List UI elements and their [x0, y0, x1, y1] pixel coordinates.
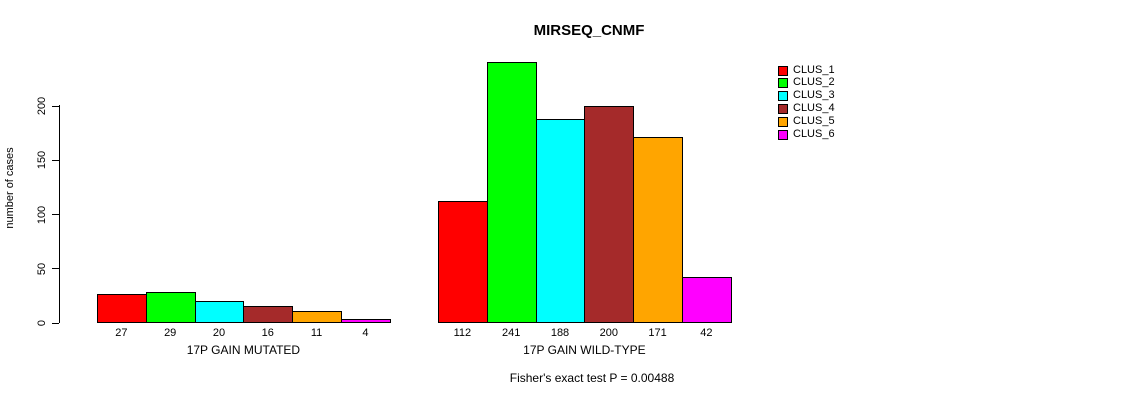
y-tick-label-50: 50	[36, 262, 48, 275]
legend-label-clus_6: CLUS_6	[793, 127, 835, 140]
bar-value-label: 16	[261, 327, 274, 339]
legend-swatch-clus_4	[778, 104, 788, 115]
bar-value-label: 29	[164, 327, 177, 339]
fisher-test-annotation: Fisher's exact test P = 0.00488	[509, 371, 675, 385]
bar-value-label: 20	[212, 327, 226, 339]
legend-label-clus_5: CLUS_5	[793, 114, 835, 127]
bar-clus_1-group2	[438, 201, 488, 323]
legend-swatch-clus_1	[778, 65, 788, 76]
legend-label-clus_1: CLUS_1	[793, 63, 835, 76]
bar-value-label: 171	[648, 327, 667, 339]
legend-label-clus_3: CLUS_3	[793, 89, 835, 102]
y-tick-mark-200	[52, 105, 59, 107]
bar-clus_3-group1	[195, 301, 244, 323]
y-tick-mark-150	[52, 159, 59, 161]
group-label-2: 17P GAIN WILD-TYPE	[523, 343, 646, 357]
legend-swatch-clus_5	[778, 116, 788, 127]
bar-value-label: 200	[599, 327, 618, 339]
legend-label-clus_2: CLUS_2	[793, 76, 835, 89]
legend-swatch-clus_2	[778, 78, 788, 89]
bar-value-label: 188	[550, 327, 570, 339]
y-axis-line	[59, 105, 60, 323]
y-tick-mark-50	[52, 268, 59, 270]
chart-title: MIRSEQ_CNMF	[533, 22, 645, 39]
y-axis-label: number of cases	[4, 147, 16, 229]
y-tick-label-150: 150	[36, 151, 48, 170]
bar-value-label: 11	[310, 327, 323, 339]
bar-value-label: 112	[453, 327, 472, 339]
bar-clus_4-group2	[584, 106, 634, 323]
legend-label-clus_4: CLUS_4	[793, 102, 835, 115]
y-tick-mark-100	[52, 214, 59, 215]
bar-value-label: 4	[362, 327, 369, 339]
bar-clus_5-group2	[633, 137, 683, 323]
y-tick-label-0: 0	[36, 319, 48, 327]
bar-value-label: 241	[502, 327, 521, 339]
bar-clus_6-group1	[341, 319, 391, 323]
bar-clus_2-group1	[146, 292, 196, 323]
y-tick-mark-0	[52, 322, 59, 324]
bar-clus_6-group2	[682, 277, 732, 323]
y-tick-label-200: 200	[36, 96, 48, 116]
legend-swatch-clus_3	[778, 91, 788, 102]
bar-clus_2-group2	[487, 62, 537, 323]
bar-clus_5-group1	[292, 311, 342, 323]
bar-clus_1-group1	[97, 294, 147, 323]
legend-swatch-clus_6	[778, 129, 788, 140]
group-label-1: 17P GAIN MUTATED	[186, 343, 301, 357]
bar-clus_3-group2	[536, 119, 585, 323]
y-tick-label-100: 100	[36, 205, 48, 224]
bar-clus_4-group1	[243, 306, 293, 323]
bar-value-label: 42	[700, 327, 713, 339]
bar-value-label: 27	[115, 327, 128, 339]
